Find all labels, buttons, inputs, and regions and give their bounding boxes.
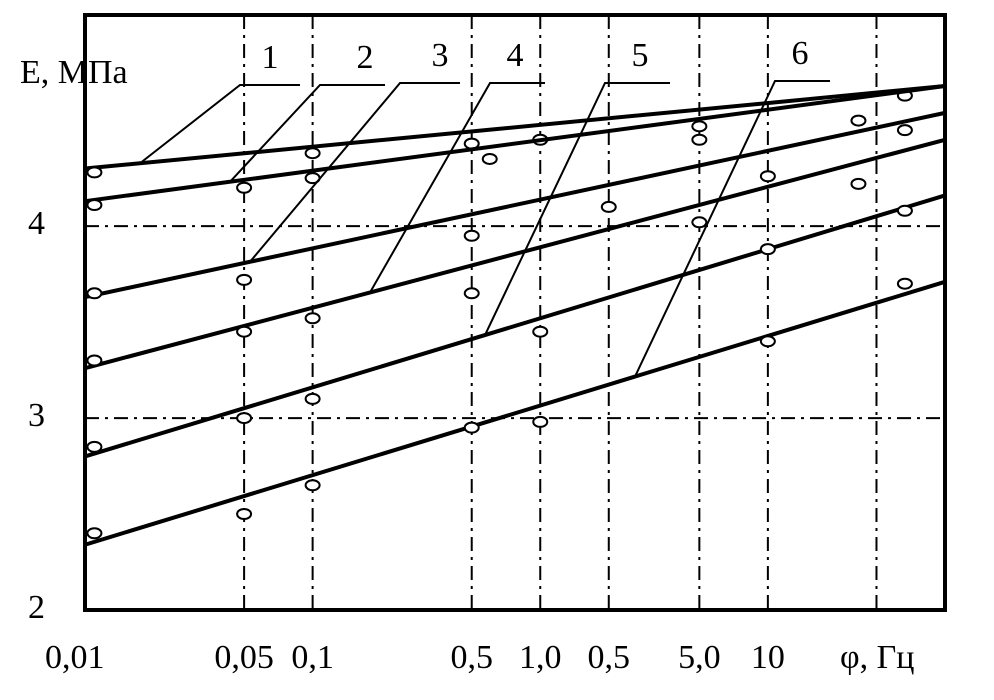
series-label: 3: [432, 37, 449, 74]
data-point: [600, 200, 617, 213]
data-point: [532, 325, 549, 338]
series-label: 2: [357, 39, 374, 76]
x-axis-label: φ, Гц: [840, 639, 914, 676]
leader-line: [229, 84, 385, 183]
x-tick-label: 0,5: [450, 639, 493, 676]
data-point: [691, 120, 708, 133]
data-point: [481, 152, 498, 165]
data-point: [759, 335, 776, 348]
x-tick-label: 0,05: [214, 639, 274, 676]
data-point: [463, 229, 480, 242]
series-label: 1: [262, 39, 279, 76]
leader-line: [634, 80, 830, 378]
data-point: [236, 325, 253, 338]
y-axis-label: E, МПа: [20, 54, 128, 91]
data-point: [304, 392, 321, 405]
data-point: [304, 312, 321, 325]
x-tick-label: 0,01: [45, 639, 105, 676]
series-line: [84, 137, 946, 371]
x-tick-label: 10: [751, 639, 785, 676]
data-point: [759, 243, 776, 256]
data-point: [236, 273, 253, 286]
data-point: [850, 114, 867, 127]
y-tick-label: 3: [28, 397, 45, 434]
data-point: [463, 287, 480, 300]
data-point: [896, 124, 913, 137]
data-point: [236, 412, 253, 425]
data-point: [691, 133, 708, 146]
data-point: [759, 170, 776, 183]
data-point: [304, 147, 321, 160]
x-tick-label: 0,5: [588, 639, 631, 676]
data-point: [850, 177, 867, 190]
leader-line: [484, 82, 670, 336]
data-point: [86, 166, 103, 179]
x-tick-label: 5,0: [678, 639, 721, 676]
data-point: [691, 216, 708, 229]
series-line: [84, 84, 946, 204]
data-point: [86, 354, 103, 367]
data-point: [236, 181, 253, 194]
leader-line: [139, 84, 300, 165]
series-line: [84, 193, 946, 459]
data-point: [304, 479, 321, 492]
data-point: [86, 440, 103, 453]
data-point: [236, 508, 253, 521]
data-point: [86, 527, 103, 540]
data-point: [86, 287, 103, 300]
series-line: [84, 84, 946, 171]
series-label: 6: [792, 35, 809, 72]
x-tick-label: 1,0: [519, 639, 562, 676]
series-label: 5: [632, 37, 649, 74]
x-tick-label: 0,1: [291, 639, 334, 676]
data-point: [532, 415, 549, 428]
data-point: [896, 277, 913, 290]
series-line: [84, 279, 946, 547]
data-point: [463, 421, 480, 434]
series-line: [84, 110, 946, 300]
leader-line: [369, 82, 545, 293]
series-label: 4: [507, 37, 524, 74]
data-point: [86, 199, 103, 212]
leader-line: [249, 82, 460, 263]
y-tick-label: 4: [28, 205, 45, 242]
data-point: [896, 204, 913, 217]
plot-frame: [83, 13, 947, 612]
y-tick-label: 2: [28, 589, 45, 626]
